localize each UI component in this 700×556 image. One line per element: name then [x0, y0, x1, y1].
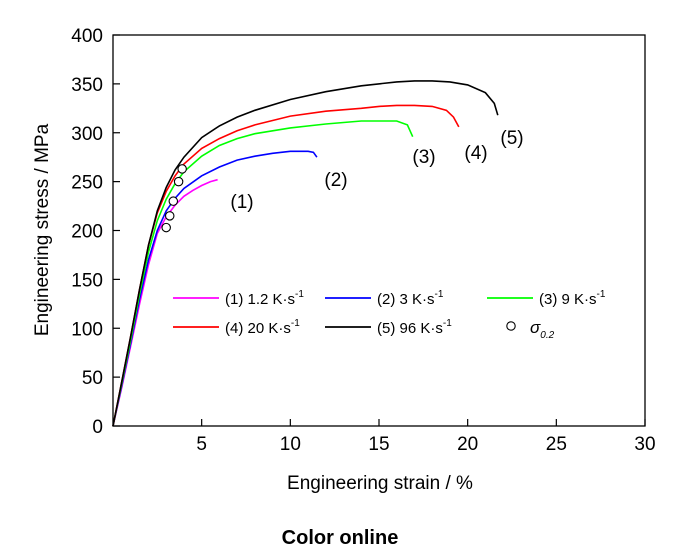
legend-item-1: (1) 1.2 K·s-1: [173, 289, 304, 308]
curves-layer: [112, 80, 499, 427]
legend-unit-exponent: -1: [295, 289, 304, 300]
yield-point-2: [164, 211, 175, 221]
legend-label: (4) 20 K·s-1: [225, 318, 300, 337]
legend-unit-exponent: -1: [443, 318, 452, 329]
yield-point-1: [161, 222, 171, 233]
legend: (1) 1.2 K·s-1 (2) 3 K·s-1 (3) 9 K·s-1 (4) 2…: [173, 289, 606, 341]
x-tick-label: 20: [457, 434, 478, 455]
legend-label: (5) 96 K·s-1: [377, 318, 452, 337]
x-tick-label: 5: [196, 434, 207, 455]
curve-label-4: (4): [464, 143, 487, 164]
legend-unit-exponent: -1: [291, 318, 300, 329]
y-tick-label: 400: [71, 26, 103, 47]
curve-label-3: (3): [412, 147, 435, 168]
legend-yield-label: σ0.2: [530, 318, 555, 341]
curve-label-5: (5): [500, 128, 523, 149]
yield-markers-layer: [161, 164, 187, 233]
axis-ticks: 0 50 100 150 200 250 300 350 400 5 10 15 20 25 30: [71, 26, 655, 455]
curve-labels: (1) (2) (3) (4) (5): [230, 128, 523, 213]
legend-item-2: (2) 3 K·s-1: [325, 289, 444, 308]
plot-frame: [112, 34, 646, 427]
series-line-3: [112, 120, 414, 427]
y-tick-label: 300: [71, 124, 103, 145]
curve-label-1: (1): [230, 192, 253, 213]
legend-item-yield: σ0.2: [506, 318, 555, 341]
y-tick-label: 250: [71, 173, 103, 194]
x-axis-title: Engineering strain / %: [287, 473, 473, 494]
y-tick-label: 150: [71, 270, 103, 291]
y-tick-label: 50: [82, 368, 103, 389]
legend-item-3: (3) 9 K·s-1: [487, 289, 606, 308]
series-line-2: [112, 150, 318, 427]
x-tick-label: 30: [634, 434, 655, 455]
x-tick-label: 10: [280, 434, 301, 455]
curve-label-2: (2): [324, 170, 347, 191]
y-tick-label: 0: [92, 417, 103, 438]
yield-point-4: [173, 176, 184, 187]
yield-point-5: [177, 164, 187, 174]
series-line-5: [112, 80, 499, 427]
x-tick-label: 15: [368, 434, 389, 455]
y-tick-label: 100: [71, 319, 103, 340]
footer-caption: Color online: [282, 527, 399, 549]
legend-unit-exponent: -1: [597, 289, 606, 300]
legend-yield-subscript: 0.2: [540, 330, 554, 341]
yield-point-3: [168, 196, 179, 206]
x-tick-label: 25: [546, 434, 567, 455]
y-tick-label: 350: [71, 75, 103, 96]
series-line-4: [112, 104, 460, 427]
y-tick-label: 200: [71, 222, 103, 243]
legend-item-5: (5) 96 K·s-1: [325, 318, 452, 337]
legend-yield-marker: [506, 321, 516, 331]
legend-label: (2) 3 K·s-1: [377, 289, 444, 308]
y-axis-title: Engineering stress / MPa: [32, 123, 53, 336]
legend-unit-exponent: -1: [435, 289, 444, 300]
legend-item-4: (4) 20 K·s-1: [173, 318, 300, 337]
legend-label: (1) 1.2 K·s-1: [225, 289, 304, 308]
legend-label: (3) 9 K·s-1: [539, 289, 606, 308]
